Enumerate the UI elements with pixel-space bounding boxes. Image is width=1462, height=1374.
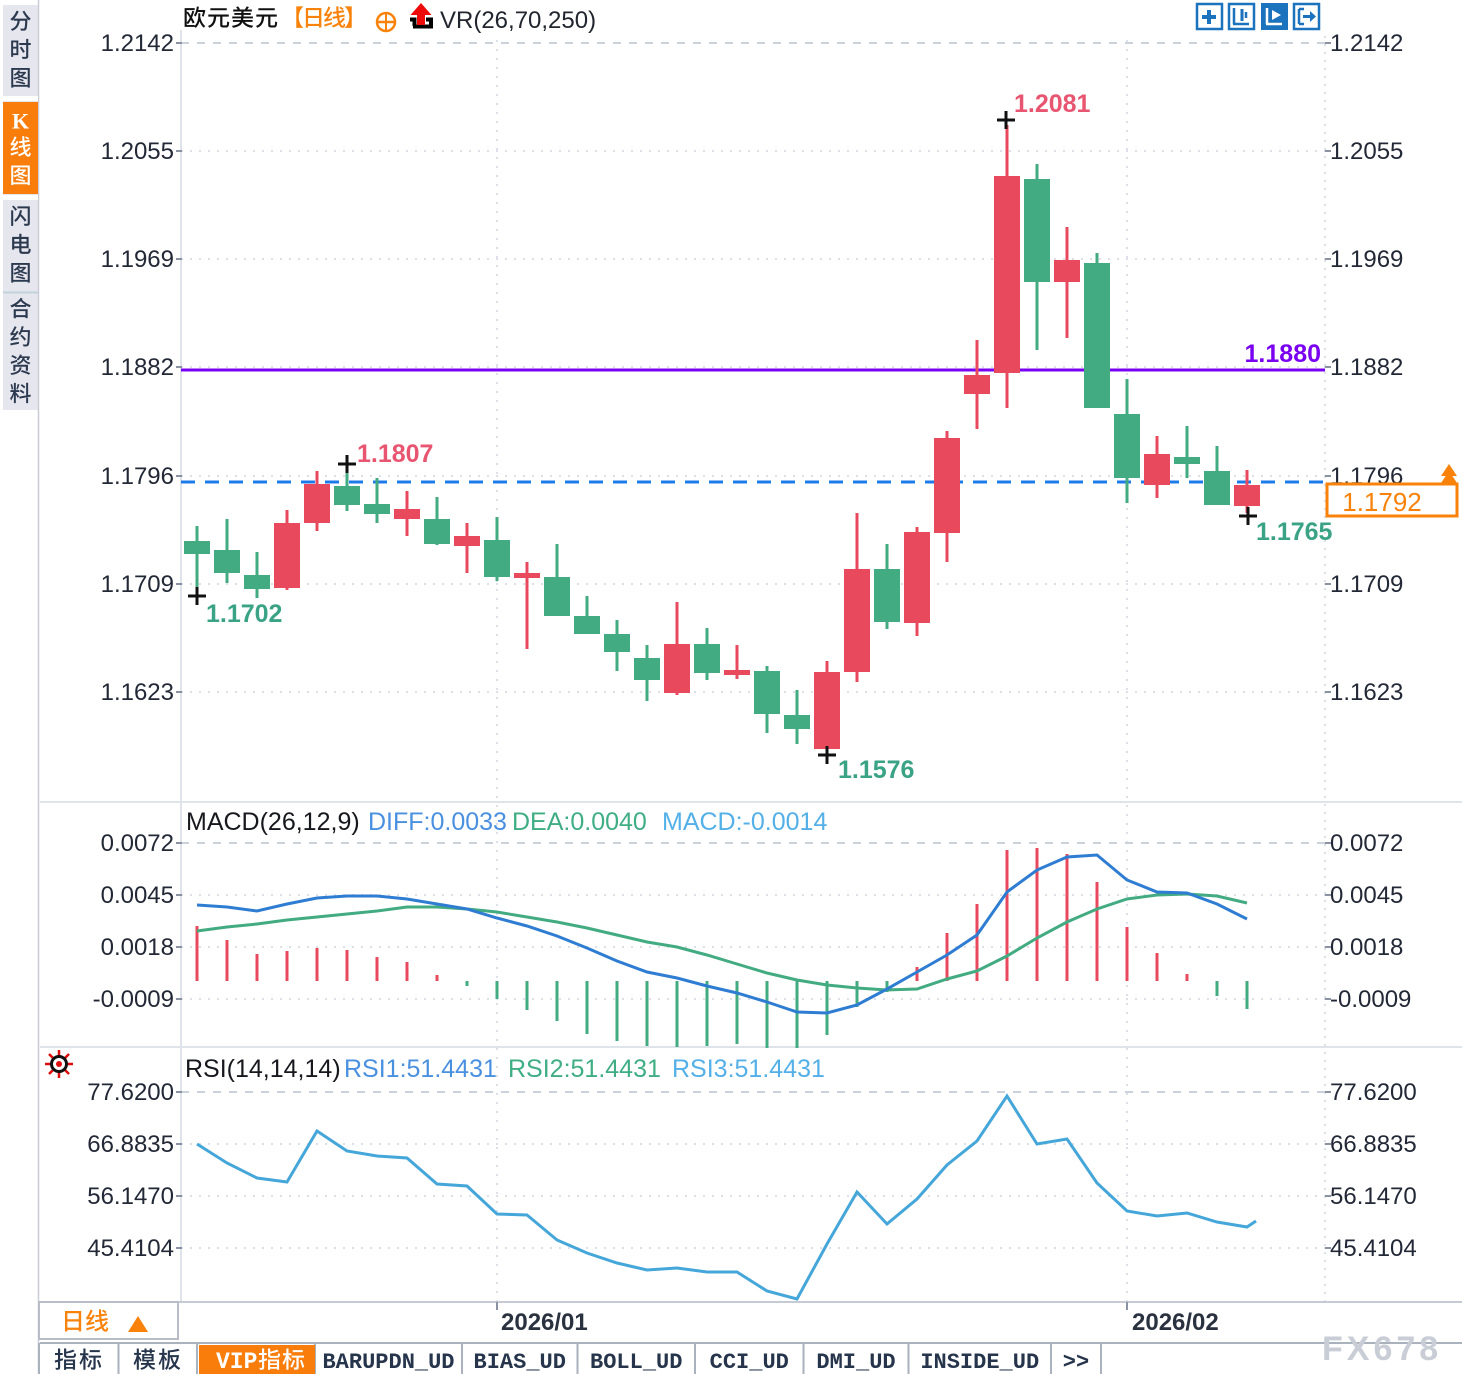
svg-text:MACD(26,12,9): MACD(26,12,9) [186, 808, 360, 836]
svg-text:BOLL_UD: BOLL_UD [590, 1350, 682, 1374]
svg-text:BIAS_UD: BIAS_UD [474, 1350, 566, 1374]
svg-text:77.6200: 77.6200 [1330, 1079, 1417, 1106]
svg-text:1.2142: 1.2142 [1330, 30, 1403, 57]
svg-text:VR(26,70,250): VR(26,70,250) [440, 7, 596, 34]
svg-text:1.1796: 1.1796 [101, 463, 174, 490]
svg-text:0.0045: 0.0045 [1330, 882, 1403, 909]
svg-text:MACD:-0.0014: MACD:-0.0014 [662, 808, 827, 836]
svg-text:0.0018: 0.0018 [101, 934, 174, 961]
svg-text:66.8835: 66.8835 [1330, 1131, 1417, 1158]
svg-text:1.1882: 1.1882 [101, 354, 174, 381]
svg-text:1.1969: 1.1969 [101, 246, 174, 273]
svg-text:0.0045: 0.0045 [101, 882, 174, 909]
svg-text:1.2081: 1.2081 [1014, 90, 1091, 118]
svg-text:45.4104: 45.4104 [1330, 1235, 1417, 1262]
svg-text:RSI2:51.4431: RSI2:51.4431 [508, 1055, 661, 1083]
svg-text:RSI1:51.4431: RSI1:51.4431 [344, 1055, 497, 1083]
svg-text:DIFF:0.0033: DIFF:0.0033 [368, 808, 507, 836]
svg-text:DMI_UD: DMI_UD [816, 1350, 895, 1374]
svg-text:1.1576: 1.1576 [838, 756, 914, 784]
svg-text:1.2055: 1.2055 [101, 138, 174, 165]
svg-text:1.1882: 1.1882 [1330, 354, 1403, 381]
svg-text:DEA:0.0040: DEA:0.0040 [512, 808, 647, 836]
svg-text:1.1702: 1.1702 [206, 600, 282, 628]
svg-text:1.1623: 1.1623 [101, 679, 174, 706]
svg-text:0.0072: 0.0072 [101, 830, 174, 857]
svg-text:56.1470: 56.1470 [1330, 1183, 1417, 1210]
svg-text:0.0018: 0.0018 [1330, 934, 1403, 961]
svg-text:CCI_UD: CCI_UD [710, 1350, 789, 1374]
svg-text:1.1765: 1.1765 [1256, 518, 1333, 546]
svg-text:RSI(14,14,14): RSI(14,14,14) [185, 1055, 341, 1083]
svg-text:77.6200: 77.6200 [87, 1079, 174, 1106]
svg-text:1.1709: 1.1709 [101, 571, 174, 598]
svg-text:>>: >> [1063, 1350, 1089, 1374]
svg-text:66.8835: 66.8835 [87, 1131, 174, 1158]
svg-text:0.0072: 0.0072 [1330, 830, 1403, 857]
svg-text:INSIDE_UD: INSIDE_UD [920, 1350, 1039, 1374]
svg-text:VIP: VIP [216, 1349, 257, 1374]
svg-text:1.1969: 1.1969 [1330, 246, 1403, 273]
svg-text:FX678: FX678 [1322, 1330, 1442, 1368]
svg-text:1.2055: 1.2055 [1330, 138, 1403, 165]
svg-text:-0.0009: -0.0009 [1330, 986, 1411, 1013]
svg-text:2026/02: 2026/02 [1132, 1309, 1219, 1336]
svg-text:1.1623: 1.1623 [1330, 679, 1403, 706]
svg-text:1.1880: 1.1880 [1245, 340, 1321, 368]
svg-text:K: K [12, 109, 29, 134]
svg-text:1.1807: 1.1807 [357, 440, 433, 468]
svg-text:2026/01: 2026/01 [501, 1309, 588, 1336]
svg-text:RSI3:51.4431: RSI3:51.4431 [672, 1055, 825, 1083]
svg-text:1.1792: 1.1792 [1342, 487, 1422, 517]
svg-text:45.4104: 45.4104 [87, 1235, 174, 1262]
svg-text:-0.0009: -0.0009 [93, 986, 174, 1013]
svg-text:BARUPDN_UD: BARUPDN_UD [322, 1350, 454, 1374]
svg-text:1.1709: 1.1709 [1330, 571, 1403, 598]
svg-text:56.1470: 56.1470 [87, 1183, 174, 1210]
svg-text:1.2142: 1.2142 [101, 30, 174, 57]
